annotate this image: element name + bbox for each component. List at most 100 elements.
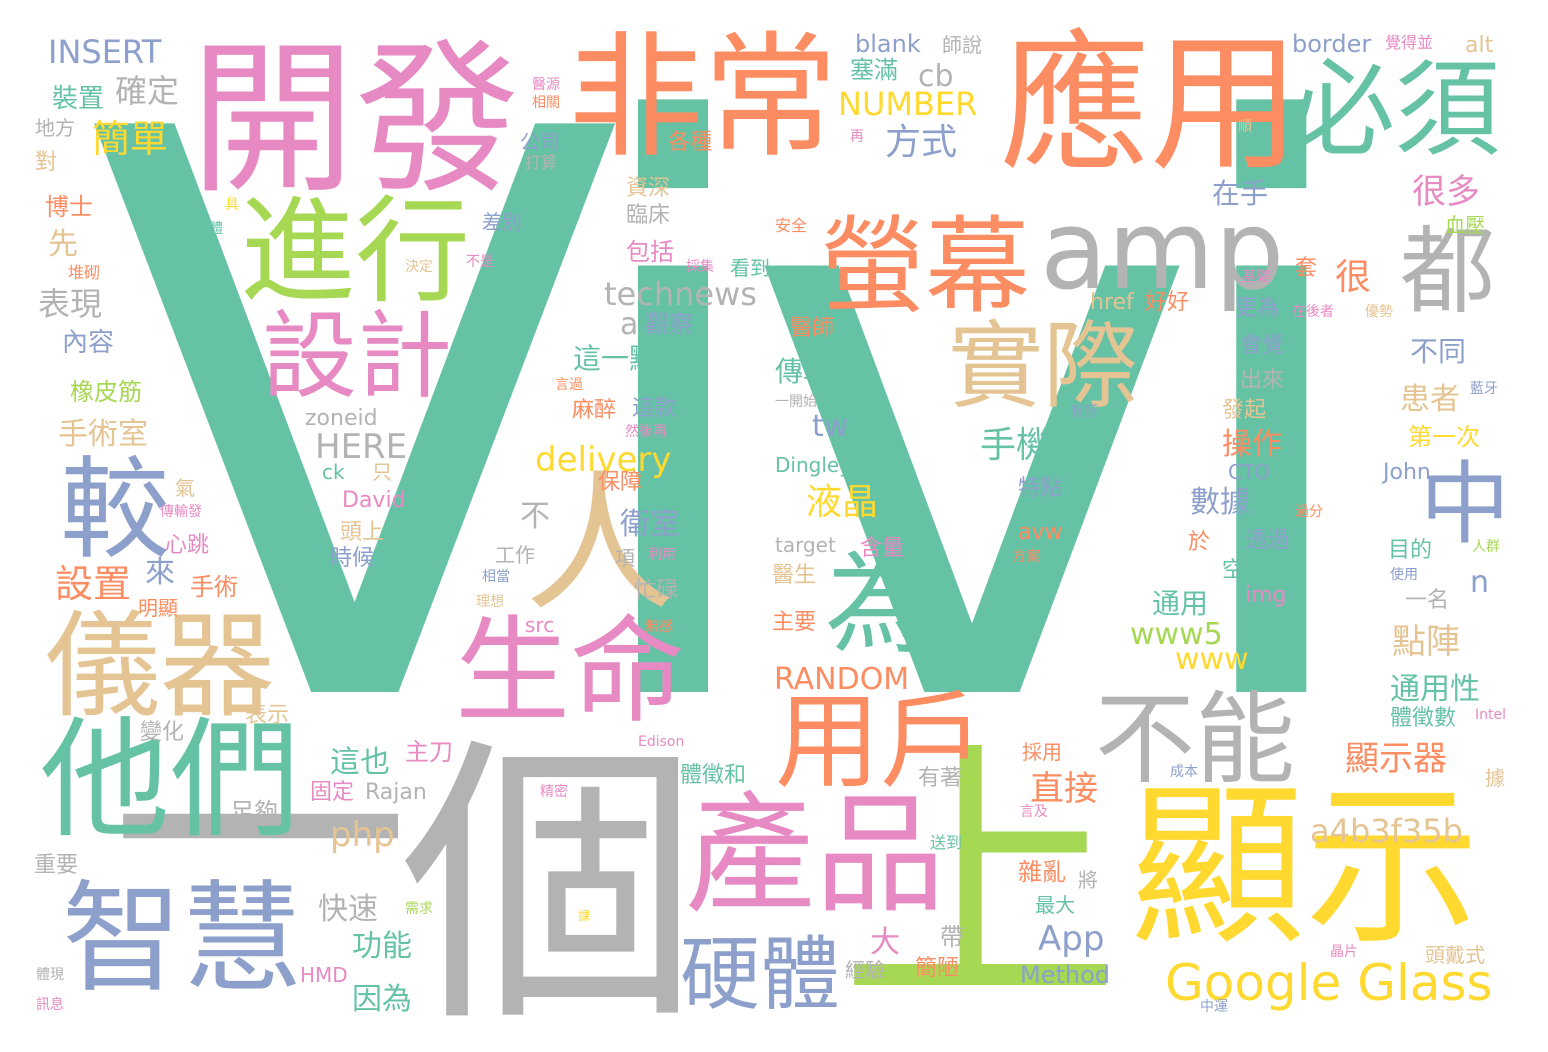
word-zhuyao: 主要 bbox=[772, 610, 817, 635]
word-dasuan: 打算 bbox=[525, 153, 558, 172]
word-guancha: 觀察 bbox=[645, 310, 693, 338]
word-tizhenghe: 體徵和 bbox=[680, 763, 747, 788]
word-mazui: 麻醉 bbox=[572, 398, 617, 423]
word-insert: INSERT bbox=[48, 33, 162, 71]
word-src: src bbox=[525, 613, 555, 637]
word-ke: 課 bbox=[578, 909, 591, 923]
word-shengming: 生命 bbox=[455, 605, 686, 739]
word-lanya: 藍牙 bbox=[1470, 381, 1498, 397]
word-lai: 來 bbox=[145, 555, 175, 590]
word-zhihui: 智慧 bbox=[62, 870, 302, 1009]
word-shang: 上 bbox=[840, 717, 1120, 1043]
word-guding: 固定 bbox=[310, 780, 355, 805]
word-baozhang: 保障 bbox=[598, 470, 643, 495]
word-jichu: 基礎 bbox=[1242, 269, 1270, 285]
word-zaluan: 雜亂 bbox=[1018, 858, 1066, 886]
word-tongyong: 通用 bbox=[1152, 587, 1209, 620]
word-dianzhen: 點陣 bbox=[1392, 622, 1460, 662]
word-queding: 確定 bbox=[115, 72, 180, 110]
word-zugou: 足夠 bbox=[230, 798, 278, 826]
word-caozuo: 操作 bbox=[1222, 427, 1282, 462]
word-gongzuo: 工作 bbox=[495, 543, 535, 567]
word-yingti: 硬體 bbox=[680, 928, 840, 1021]
word-www: www bbox=[1175, 642, 1249, 677]
word-jueding: 決定 bbox=[405, 259, 433, 275]
word-yingmu: 螢幕 bbox=[820, 206, 1031, 328]
word-sheji: 設計 bbox=[262, 302, 453, 412]
word-renqun: 人群 bbox=[1472, 539, 1500, 555]
word-technews: technews bbox=[604, 275, 757, 313]
word-yousuo: 有所 bbox=[1070, 404, 1098, 420]
word-shouji: 手機 bbox=[980, 425, 1053, 466]
word-boshi: 博士 bbox=[45, 193, 93, 221]
word-jiandan: 簡單 bbox=[92, 117, 169, 161]
word-shezhi: 設置 bbox=[55, 562, 132, 606]
word-tao: 套 bbox=[1295, 256, 1318, 281]
word-a4b3f35b: a4b3f35b bbox=[1310, 812, 1463, 850]
word-yejing: 液晶 bbox=[806, 482, 879, 523]
word-zai: 再 bbox=[850, 129, 864, 145]
word-shoushushi: 手術室 bbox=[58, 417, 148, 452]
word-jingyan: 經驗 bbox=[845, 958, 885, 982]
word-zheyidian: 這一點 bbox=[573, 342, 658, 375]
word-chuanshu: 傳輸 bbox=[775, 355, 832, 388]
word-fangshi: 方式 bbox=[885, 122, 958, 163]
word-xianshi: 顯示 bbox=[1130, 766, 1480, 969]
word-zuida: 最大 bbox=[1035, 893, 1075, 917]
word-zhongyao: 重要 bbox=[34, 853, 79, 878]
word-amp: amp bbox=[1040, 186, 1285, 314]
word-yisheng: 醫生 bbox=[772, 563, 817, 588]
word-zaishou: 在手 bbox=[1212, 177, 1269, 210]
word-kaifa: 開發 bbox=[190, 24, 520, 216]
word-img: img bbox=[1245, 583, 1287, 608]
word-haohao: 好好 bbox=[1145, 290, 1190, 315]
word-zhongyun: 中運 bbox=[1200, 999, 1228, 1015]
word-delivery: delivery bbox=[535, 440, 672, 480]
word-n: n bbox=[1470, 565, 1490, 600]
word-gongsi: 公司 bbox=[520, 130, 560, 154]
word-app: App bbox=[1038, 919, 1105, 959]
word-fangan: 方案 bbox=[1012, 549, 1040, 565]
word-xiangdang: 相當 bbox=[482, 569, 510, 585]
word-youshi: 優勢 bbox=[1365, 304, 1393, 320]
word-number: NUMBER bbox=[838, 85, 978, 123]
word-gezhong: 各種 bbox=[668, 130, 713, 155]
word-ju: 具 bbox=[225, 197, 239, 213]
word-xianshiqi: 顯示器 bbox=[1345, 739, 1447, 779]
word-jiao: 較 bbox=[60, 446, 170, 574]
word-edison: Edison bbox=[638, 734, 685, 750]
word-tw: tw bbox=[812, 409, 849, 444]
word-difang: 地方 bbox=[35, 116, 75, 140]
word-faqi: 發起 bbox=[1222, 398, 1267, 423]
word-ck: ck bbox=[322, 460, 345, 484]
word-zhekuan: 這款 bbox=[632, 396, 677, 421]
word-shiyong: 使用 bbox=[1390, 567, 1418, 583]
word-shuju: 數據 bbox=[1190, 485, 1250, 520]
word-caiyong: 採用 bbox=[1022, 740, 1062, 764]
word-guofen: 過分 bbox=[1295, 504, 1323, 520]
word-xueya: 血壓 bbox=[1445, 213, 1485, 237]
word-xuqiu: 需求 bbox=[405, 901, 433, 917]
word-dingley: Dingley bbox=[775, 453, 852, 477]
word-jingpian: 晶片 bbox=[1330, 944, 1358, 960]
word-a: a bbox=[620, 307, 639, 342]
word-xintiao: 心跳 bbox=[165, 533, 210, 558]
word-toudaishi: 頭戴式 bbox=[1425, 943, 1485, 967]
word-xiang: 項 bbox=[615, 546, 635, 570]
word-zhijie: 直接 bbox=[1030, 769, 1098, 809]
word-jianlou: 簡陋 bbox=[915, 956, 960, 981]
word-alt: alt bbox=[1465, 33, 1494, 58]
word-manglu: 忙碌 bbox=[634, 578, 679, 603]
word-kongjian: 空間 bbox=[1222, 558, 1267, 583]
word-huanzhe: 患者 bbox=[1400, 382, 1460, 417]
word-here: HERE bbox=[315, 427, 408, 467]
word-cto: CTO bbox=[1228, 460, 1270, 484]
word-tedian: 特點 bbox=[1018, 476, 1063, 501]
word-google-glass: Google Glass bbox=[1165, 954, 1493, 1012]
word-zishen: 資深 bbox=[626, 176, 671, 201]
word-yanguo: 言過 bbox=[555, 377, 583, 393]
word-dui: 對 bbox=[35, 150, 58, 175]
word-zhong: 中 bbox=[1420, 452, 1510, 557]
word-liyong: 利用 bbox=[648, 547, 676, 563]
word-caiji: 採集 bbox=[686, 259, 714, 275]
